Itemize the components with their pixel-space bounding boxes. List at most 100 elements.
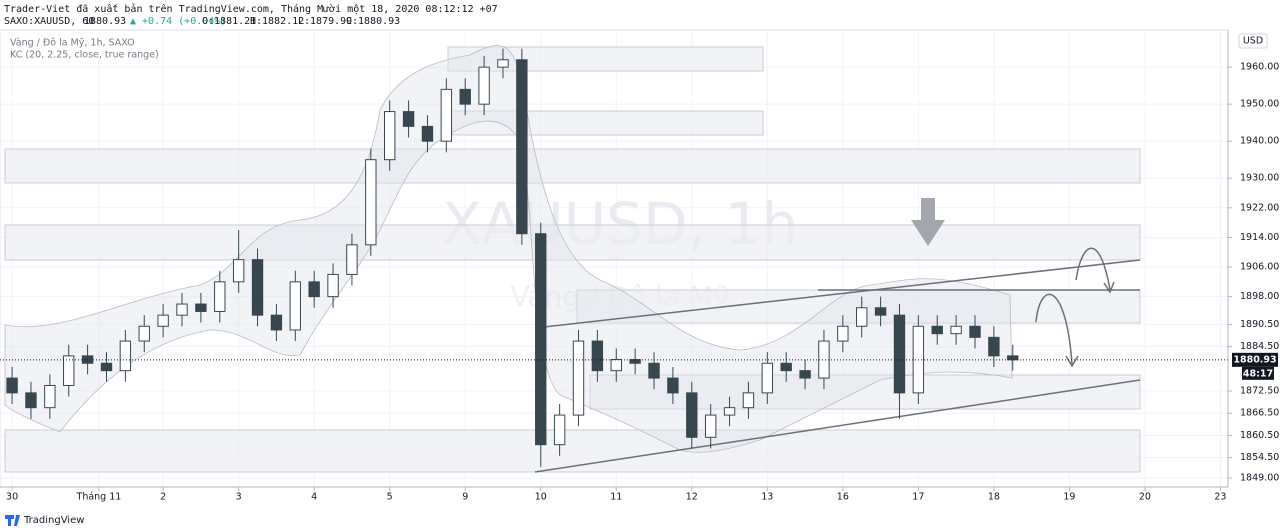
arrow-curve — [1035, 293, 1073, 365]
y-tick-label: 1914.00 — [1240, 232, 1279, 243]
candle-body — [497, 59, 509, 68]
y-tick-label: 1884.50 — [1240, 341, 1279, 352]
x-tick-label: 20 — [1139, 492, 1151, 503]
candle-body — [289, 281, 301, 331]
candle-body — [195, 303, 207, 312]
x-tick-label: 16 — [837, 492, 849, 503]
candle-body — [704, 414, 717, 438]
candle-body — [138, 325, 150, 342]
x-tick-label: 12 — [686, 492, 698, 503]
brand[interactable]: TradingView — [23, 515, 84, 526]
x-tick-label: 23 — [1214, 492, 1226, 503]
price-axis: USD 1849.00 1854.50 1860.50 1866.50 1872.50 1… — [1227, 30, 1279, 487]
y-tick-label: 1872.50 — [1240, 386, 1279, 397]
candle-body — [478, 66, 490, 105]
x-tick-label: 9 — [462, 492, 468, 503]
candle-body — [365, 159, 377, 246]
candle-body — [553, 414, 566, 446]
y-tick-label: 1960.00 — [1240, 62, 1279, 73]
change: ▲ +0.74 (+0.04%) — [130, 16, 226, 27]
trend-line — [534, 379, 1141, 473]
candle-body — [270, 314, 283, 331]
y-tick-label: 1940.00 — [1240, 136, 1279, 147]
candle-body — [1007, 355, 1019, 361]
candle-body — [931, 325, 943, 335]
zone — [4, 429, 1141, 473]
zone — [4, 148, 1141, 184]
legend-symbol: Vàng / Đô la Mỹ, 1h, SAXO — [10, 38, 135, 49]
candle-body — [214, 281, 226, 312]
ohlc-high: H:1882.12 — [250, 16, 304, 27]
y-tick-label: 1930.00 — [1240, 173, 1279, 184]
ohlc-close: C:1880.93 — [346, 16, 400, 27]
time-axis: 30 Tháng 11 2 3 4 5 9 10 11 12 13 16 17 18 19 20 23 — [0, 486, 1228, 503]
candle-body — [308, 281, 320, 298]
candle-body — [384, 111, 396, 161]
currency-button[interactable] — [1238, 33, 1268, 49]
y-tick-label: 1906.00 — [1240, 262, 1279, 273]
candle-body — [516, 59, 528, 235]
ohlc-low: L:1879.99 — [298, 16, 352, 27]
x-tick-label: 17 — [912, 492, 924, 503]
candle-body — [723, 407, 736, 416]
x-tick-label: 5 — [387, 492, 393, 503]
drawings — [534, 247, 1141, 473]
y-tick-label: 1860.50 — [1240, 430, 1279, 441]
candle-body — [837, 325, 849, 342]
x-tick-label: 4 — [311, 492, 317, 503]
zone — [589, 374, 1141, 410]
y-tick-label: 1890.50 — [1240, 319, 1279, 330]
y-tick-label: 1849.00 — [1240, 473, 1279, 484]
candle-body — [25, 392, 37, 409]
candle-body — [874, 307, 887, 316]
legend-indicator: KC (20, 2.25, close, true range) — [10, 50, 159, 61]
candle-body — [157, 314, 169, 327]
trend-line — [534, 259, 1141, 329]
candle-body — [610, 359, 622, 372]
candle-body — [402, 111, 415, 127]
currency[interactable]: USD — [1243, 36, 1263, 47]
ohlc-open: O:1881.21 — [202, 16, 256, 27]
y-tick-label: 1866.50 — [1240, 408, 1279, 419]
candle-body — [988, 336, 1000, 357]
candle-body — [119, 340, 132, 372]
candle-body — [856, 307, 868, 327]
arrow-head — [1103, 281, 1115, 294]
x-tick-label: 10 — [535, 492, 547, 503]
candle-body — [232, 259, 245, 283]
candle-body — [591, 340, 604, 372]
candle-body — [440, 88, 453, 142]
down-arrow-icon — [911, 198, 945, 246]
candle-body — [969, 325, 981, 338]
candle-body — [346, 244, 358, 275]
x-tick-label: 19 — [1063, 492, 1075, 503]
x-tick-label: Tháng 11 — [76, 492, 122, 503]
x-tick-label: 18 — [988, 492, 1000, 503]
arrow-curve — [1075, 247, 1111, 291]
candle-body — [176, 303, 188, 316]
candle-body — [742, 392, 755, 409]
candle-body — [818, 340, 830, 379]
candle-body — [535, 233, 547, 446]
candle-body — [327, 273, 339, 298]
symbol: SAXO:XAUUSD, 60 — [4, 16, 94, 27]
published-line: Trader-Viet đã xuất bản trên TradingView… — [4, 3, 498, 15]
y-tick-label: 1950.00 — [1240, 99, 1279, 110]
candle-body — [667, 377, 679, 394]
y-tick-label: 1922.00 — [1240, 202, 1279, 213]
candle-body — [44, 384, 56, 409]
x-tick-label: 13 — [761, 492, 773, 503]
candle-body — [251, 259, 264, 316]
candle-body — [780, 362, 792, 372]
candle-body — [799, 370, 811, 379]
candle-body — [629, 359, 641, 364]
candle-body — [459, 88, 471, 105]
x-tick-label: 3 — [236, 492, 242, 503]
candle-body — [421, 125, 434, 142]
x-tick-label: 30 — [6, 492, 18, 503]
candle-body — [100, 362, 113, 372]
candle-body — [6, 377, 18, 394]
candle-body — [648, 362, 660, 379]
last-price-tag — [1232, 352, 1278, 367]
